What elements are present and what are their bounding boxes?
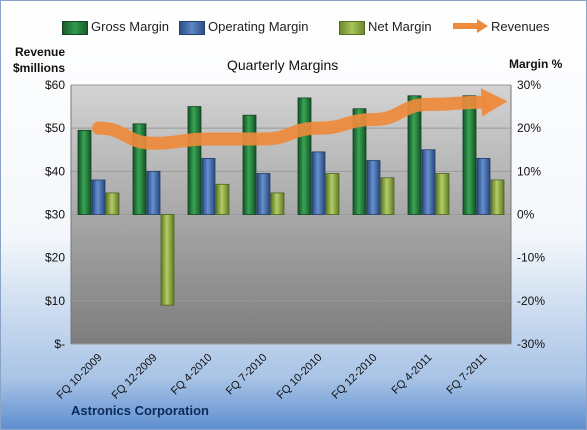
left-tick-label: $40: [45, 164, 65, 178]
revenues-point: [208, 138, 210, 140]
x-tick-label: FQ 12-2009: [110, 352, 160, 402]
right-tick-label: 20%: [517, 121, 541, 135]
legend-operating-margin-swatch: [179, 21, 205, 35]
gross-margin-bar: [77, 129, 92, 215]
net-margin-bar: [380, 177, 395, 215]
revenues-arrowhead: [480, 88, 508, 117]
operating-margin-bar: [91, 179, 106, 215]
x-tick-label: FQ 4-2011: [390, 352, 435, 397]
operating-margin-bar: [421, 149, 436, 215]
x-tick-label: FQ 7-2011: [445, 352, 490, 397]
gross-margin-bar: [187, 106, 202, 215]
operating-margin-bar: [201, 157, 216, 215]
net-margin-bar: [490, 179, 505, 215]
left-tick-label: $50: [45, 121, 65, 135]
x-tick-label: FQ 4-2010: [169, 352, 215, 398]
net-margin-bar: [325, 173, 340, 215]
revenues-point: [428, 103, 430, 105]
x-tick-label: FQ 7-2010: [224, 352, 270, 398]
revenues-point: [263, 138, 265, 140]
x-tick-label: FQ 10-2010: [275, 352, 325, 402]
legend-gross-margin-label: Gross Margin: [91, 19, 170, 34]
right-axis-label: Margin %: [509, 57, 563, 71]
revenues-point: [98, 127, 100, 129]
gross-margin-bar: [352, 108, 367, 215]
left-tick-label: $20: [45, 251, 65, 265]
net-margin-bar: [105, 192, 120, 215]
legend-revenues-arrow-icon: [453, 19, 488, 33]
operating-margin-bar: [311, 151, 326, 215]
gross-margin-bar: [242, 114, 257, 215]
gross-margin-bar: [407, 95, 422, 215]
chart-title: Quarterly Margins: [227, 57, 339, 73]
legend-operating-margin-label: Operating Margin: [208, 19, 309, 34]
left-tick-label: $10: [45, 294, 65, 308]
net-margin-bar: [215, 183, 230, 215]
operating-margin-bar: [146, 170, 161, 215]
right-tick-label: 0%: [517, 208, 535, 222]
operating-margin-bar: [476, 157, 491, 215]
legend-gross-margin-swatch: [62, 21, 88, 35]
operating-margin-bar: [256, 173, 271, 215]
revenues-point: [318, 127, 320, 129]
net-margin-bar: [270, 192, 285, 215]
right-tick-label: -30%: [517, 337, 545, 351]
company-name: Astronics Corporation: [71, 403, 209, 418]
left-tick-label: $30: [45, 208, 65, 222]
right-tick-label: -20%: [517, 294, 545, 308]
left-tick-label: $60: [45, 78, 65, 92]
left-tick-label: $-: [54, 337, 65, 351]
legend-net-margin-swatch: [339, 21, 365, 35]
right-tick-label: 10%: [517, 164, 541, 178]
net-margin-bar: [160, 214, 175, 306]
left-axis-label-line1: Revenue: [15, 45, 66, 59]
right-tick-label: 30%: [517, 78, 541, 92]
x-tick-label: FQ 12-2010: [330, 352, 380, 402]
revenues-point: [153, 142, 155, 144]
right-tick-label: -10%: [517, 251, 545, 265]
left-axis-label-line2: $millions: [13, 61, 66, 75]
operating-margin-bar: [366, 160, 381, 215]
legend-net-margin-label: Net Margin: [368, 19, 432, 34]
gross-margin-bar: [297, 97, 312, 215]
net-margin-bar: [435, 173, 450, 215]
x-tick-label: FQ 10-2009: [55, 352, 105, 402]
revenues-series-line: [92, 95, 490, 150]
revenues-line: [92, 88, 508, 150]
legend-revenues-label: Revenues: [491, 19, 550, 34]
gross-margin-bar: [462, 95, 477, 215]
revenues-point: [373, 119, 375, 121]
